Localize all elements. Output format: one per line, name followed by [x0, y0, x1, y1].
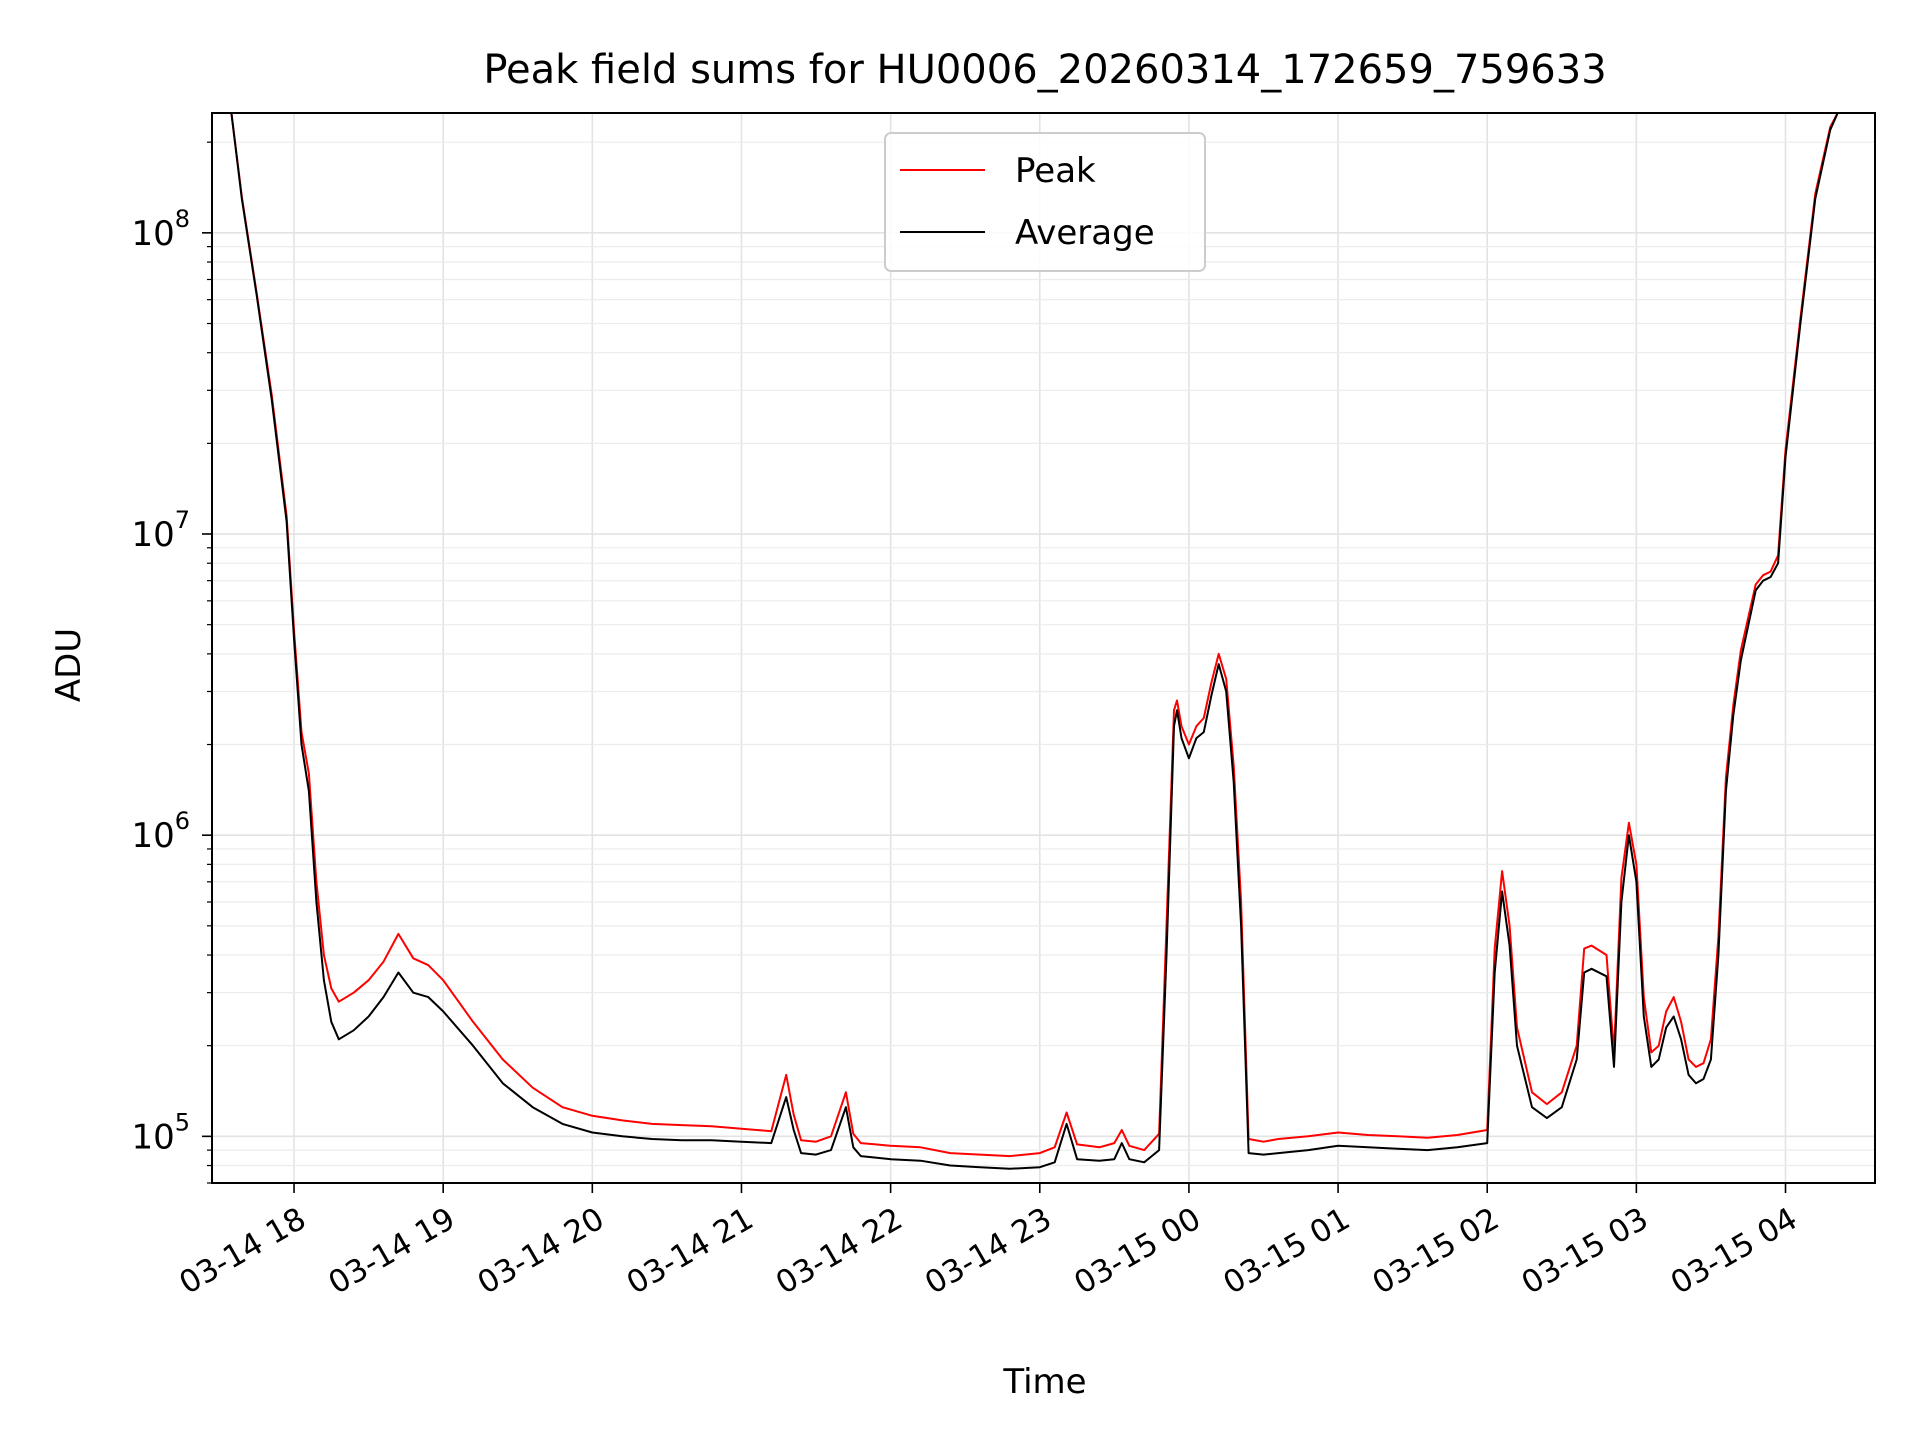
x-axis-label: Time — [1002, 1362, 1086, 1402]
grid-layer — [212, 113, 1875, 1184]
series-layer — [230, 112, 1839, 1170]
legend-frame — [884, 132, 1206, 272]
y-tick-exponent: 6 — [175, 807, 190, 835]
chart-title: Peak field sums for HU0006_20260314_1726… — [483, 47, 1606, 93]
y-tick-label: 107 — [131, 506, 190, 555]
series-line-peak — [230, 112, 1839, 1158]
y-tick-label: 108 — [131, 205, 190, 254]
legend-label-average: Average — [1015, 213, 1155, 253]
y-tick-exponent: 8 — [175, 205, 190, 233]
plot-frame — [211, 112, 1876, 1184]
y-tick-base: 10 — [131, 214, 174, 254]
y-tick-base: 10 — [131, 816, 174, 856]
series-line-average — [230, 112, 1839, 1170]
y-axis-label: ADU — [49, 628, 89, 702]
y-tick-exponent: 5 — [175, 1108, 190, 1136]
y-tick-exponent: 7 — [175, 506, 190, 534]
y-tick-label: 106 — [131, 807, 190, 856]
legend: Peak Average — [884, 132, 1206, 272]
y-tick-label: 105 — [131, 1108, 190, 1157]
y-tick-base: 10 — [131, 515, 174, 555]
y-tick-base: 10 — [131, 1117, 174, 1157]
legend-label-peak: Peak — [1015, 151, 1096, 191]
